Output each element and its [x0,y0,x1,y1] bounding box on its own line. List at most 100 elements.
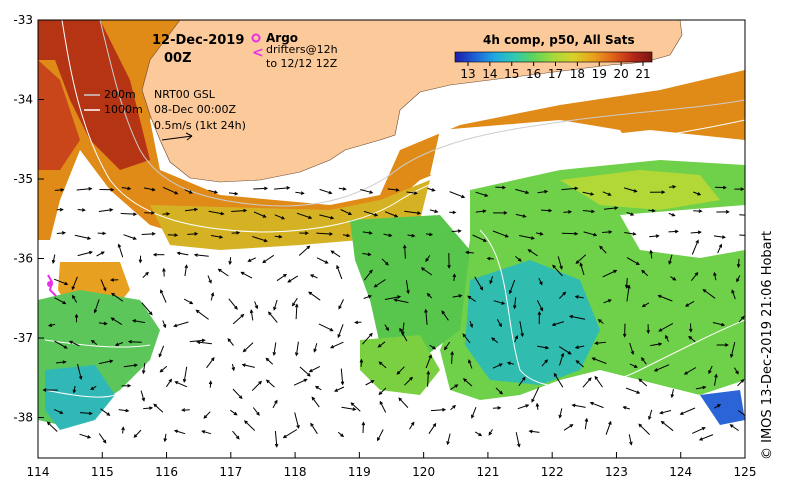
current-vector [472,234,487,242]
current-vector-head [501,301,506,305]
current-vector [447,433,451,445]
lat-tick-label: -37 [13,331,33,345]
current-vector [316,232,333,235]
current-vector-head [498,323,502,328]
current-vector [638,423,650,435]
current-vector [712,322,725,326]
current-vector [626,257,640,265]
current-vector-head [698,437,703,441]
current-vector-head [525,190,530,194]
current-vector-head [188,190,193,194]
current-vector [207,275,212,283]
current-vector-head [242,348,247,353]
current-vector-head [665,334,669,339]
current-vector-head [489,280,493,285]
current-vector-head [59,410,64,414]
current-vector-head [254,305,259,310]
current-vector-head [670,394,675,399]
current-vector-head [701,427,706,431]
current-vector-head [195,309,200,314]
current-vector [695,386,706,390]
current-vector-head [428,354,432,359]
current-vector-head [544,189,549,194]
current-vector-head [109,359,114,364]
current-vector-head [622,333,627,338]
current-vector-head [333,388,339,392]
current-vector-head [467,295,472,300]
current-vector-head [369,332,373,337]
current-vector [658,322,674,332]
current-vector-head [574,345,579,349]
current-vector-head [219,235,224,239]
current-vector [691,272,698,282]
current-vector [537,345,549,349]
current-vector-head [410,421,415,426]
current-vector-head [352,407,357,411]
current-vector-head [160,289,164,294]
current-vector [53,278,68,285]
current-vector-head [655,234,660,238]
current-vector [274,235,282,238]
current-vector [671,389,674,398]
current-vector [254,301,258,309]
current-vector [253,211,266,218]
current-vector [495,387,503,395]
current-vector-head [378,361,383,366]
current-vector-head [548,208,553,213]
current-vector [558,346,572,355]
current-vector-head [350,402,355,406]
current-vector-head [740,379,745,383]
current-vector-head [622,406,627,410]
current-vector-head [63,345,68,349]
current-vector [409,422,415,430]
lon-tick-label: 121 [476,465,499,479]
current-vector [661,421,674,432]
current-vector-head [201,430,206,434]
drifter-track [47,274,57,297]
current-vector-head [553,372,558,377]
current-vector [492,230,509,238]
current-vector [474,276,483,290]
current-vector-head [173,429,178,434]
current-vector-head [545,345,550,350]
current-vector-head [109,278,115,282]
current-vector-head [568,314,574,319]
current-vector [425,255,431,262]
current-vector-head [584,417,589,422]
current-vector [229,257,232,265]
current-vector-head [513,305,517,310]
current-vector-head [196,340,201,345]
current-vector [708,365,713,374]
current-vector-head [282,434,287,439]
contour-200m-label: 200m [104,88,136,101]
current-vector [54,189,64,191]
current-vector [384,296,401,300]
current-vector [733,367,739,374]
current-vector-head [672,185,677,189]
current-vector [218,268,229,277]
current-vector [143,187,155,191]
current-vector-head [633,189,638,193]
current-vector-head [452,210,457,215]
current-vector [232,430,240,440]
current-vector-head [68,340,73,345]
current-vector [541,359,548,367]
current-vector-head [575,360,580,364]
current-vector-head [234,191,239,196]
current-vector [535,232,543,235]
current-vector [684,367,697,375]
current-vector [452,295,462,298]
current-vector [316,257,328,264]
current-vector [362,231,372,234]
argo-legend: Argo < drifters@12h to 12/12 12Z [251,31,338,70]
current-vector [227,338,234,346]
current-vector [404,210,421,214]
current-vector-head [213,190,219,194]
current-vector [362,253,371,256]
current-vector [274,214,285,220]
current-vector-head [432,422,437,427]
current-vector [232,388,243,399]
colorbar-tick-label: 18 [570,67,585,81]
current-vector [165,379,172,388]
sst-teal-core [465,260,600,385]
